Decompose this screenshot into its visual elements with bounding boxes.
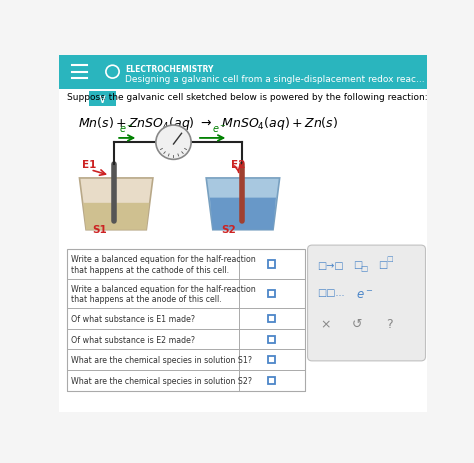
Text: Of what substance is E2 made?: Of what substance is E2 made? (71, 335, 195, 344)
Text: S1: S1 (92, 224, 107, 234)
Bar (268, 357, 275, 363)
Text: E1: E1 (82, 160, 96, 170)
Text: What are the chemical species in solution S1?: What are the chemical species in solutio… (71, 356, 252, 364)
Polygon shape (80, 179, 153, 230)
Text: E2: E2 (231, 160, 246, 170)
Text: Suppose the galvanic cell sketched below is powered by the following reaction:: Suppose the galvanic cell sketched below… (66, 93, 427, 102)
Text: Of what substance is E1 made?: Of what substance is E1 made? (71, 314, 195, 323)
Circle shape (156, 126, 191, 160)
Text: □: □ (353, 259, 363, 269)
FancyBboxPatch shape (59, 56, 427, 89)
Bar (268, 315, 275, 322)
FancyBboxPatch shape (308, 245, 426, 361)
Text: □: □ (378, 259, 387, 269)
Bar (66, 250, 305, 391)
Text: What are the chemical species in solution S2?: What are the chemical species in solutio… (71, 376, 252, 385)
Text: ×: × (320, 318, 330, 331)
Text: ELECTROCHEMISTRY: ELECTROCHEMISTRY (125, 65, 214, 74)
Text: ?: ? (386, 318, 393, 331)
Text: $e^-$: $e^-$ (356, 288, 374, 301)
Text: □: □ (360, 263, 368, 272)
Text: Designing a galvanic cell from a single-displacement redox reac...: Designing a galvanic cell from a single-… (125, 75, 425, 84)
Text: Write a balanced equation for the half-reaction
that happens at the cathode of t: Write a balanced equation for the half-r… (71, 255, 256, 274)
Polygon shape (210, 198, 276, 230)
Text: $e^-$: $e^-$ (212, 123, 227, 134)
Text: Write a balanced equation for the half-reaction
that happens at the anode of thi: Write a balanced equation for the half-r… (71, 284, 256, 303)
Bar (268, 377, 275, 384)
Polygon shape (83, 203, 149, 230)
Text: $e^-$: $e^-$ (119, 123, 134, 134)
Bar (268, 261, 275, 268)
FancyBboxPatch shape (59, 89, 427, 412)
Polygon shape (206, 179, 280, 230)
Text: □→□: □→□ (318, 261, 344, 270)
Text: □□...: □□... (318, 287, 345, 297)
Text: S2: S2 (221, 224, 236, 234)
Text: □: □ (386, 255, 393, 261)
FancyBboxPatch shape (89, 92, 116, 106)
Bar (268, 290, 275, 297)
Text: ↺: ↺ (352, 318, 362, 331)
Bar (268, 336, 275, 343)
Text: $Mn(s)+ZnSO_4(aq)\ \rightarrow\ \ MnSO_4(aq)+Zn(s)$: $Mn(s)+ZnSO_4(aq)\ \rightarrow\ \ MnSO_4… (78, 114, 338, 131)
Text: ∨: ∨ (98, 93, 107, 106)
